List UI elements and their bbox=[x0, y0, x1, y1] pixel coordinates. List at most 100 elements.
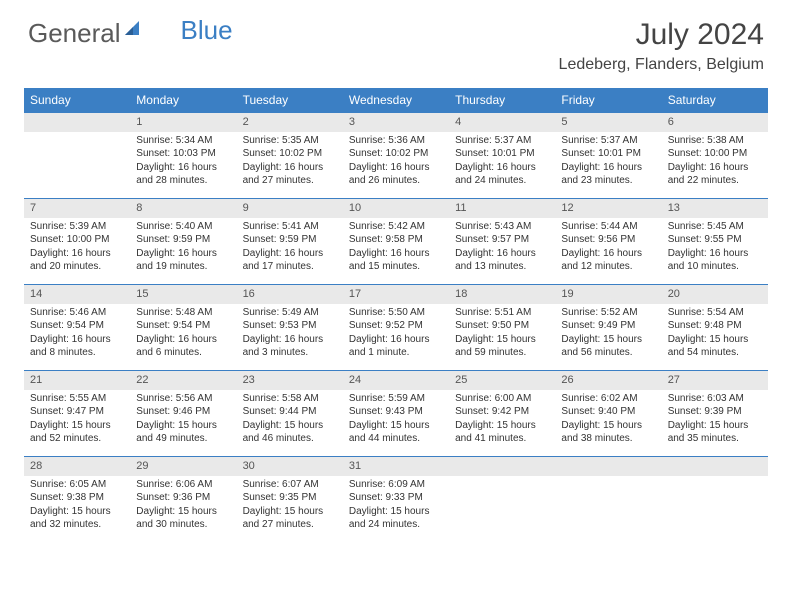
sunrise-text: Sunrise: 6:07 AM bbox=[243, 478, 337, 492]
week-row: 14Sunrise: 5:46 AMSunset: 9:54 PMDayligh… bbox=[24, 284, 768, 370]
day-number: 26 bbox=[555, 370, 661, 390]
daylight-text: Daylight: 15 hours and 49 minutes. bbox=[136, 419, 230, 446]
daylight-text: Daylight: 16 hours and 17 minutes. bbox=[243, 247, 337, 274]
day-details: Sunrise: 5:58 AMSunset: 9:44 PMDaylight:… bbox=[237, 390, 343, 450]
sunrise-text: Sunrise: 5:41 AM bbox=[243, 220, 337, 234]
day-cell: 8Sunrise: 5:40 AMSunset: 9:59 PMDaylight… bbox=[130, 198, 236, 284]
daylight-text: Daylight: 16 hours and 28 minutes. bbox=[136, 161, 230, 188]
day-cell: 25Sunrise: 6:00 AMSunset: 9:42 PMDayligh… bbox=[449, 370, 555, 456]
day-number bbox=[449, 456, 555, 476]
daylight-text: Daylight: 16 hours and 3 minutes. bbox=[243, 333, 337, 360]
day-details: Sunrise: 5:52 AMSunset: 9:49 PMDaylight:… bbox=[555, 304, 661, 364]
daylight-text: Daylight: 15 hours and 30 minutes. bbox=[136, 505, 230, 532]
day-number: 25 bbox=[449, 370, 555, 390]
sunset-text: Sunset: 10:02 PM bbox=[243, 147, 337, 161]
daylight-text: Daylight: 15 hours and 46 minutes. bbox=[243, 419, 337, 446]
sunset-text: Sunset: 9:56 PM bbox=[561, 233, 655, 247]
day-details: Sunrise: 5:37 AMSunset: 10:01 PMDaylight… bbox=[449, 132, 555, 192]
daylight-text: Daylight: 16 hours and 15 minutes. bbox=[349, 247, 443, 274]
day-cell: 28Sunrise: 6:05 AMSunset: 9:38 PMDayligh… bbox=[24, 456, 130, 542]
day-header: Monday bbox=[130, 88, 236, 112]
sunrise-text: Sunrise: 5:37 AM bbox=[561, 134, 655, 148]
day-details: Sunrise: 5:54 AMSunset: 9:48 PMDaylight:… bbox=[662, 304, 768, 364]
day-cell bbox=[449, 456, 555, 542]
day-details: Sunrise: 5:55 AMSunset: 9:47 PMDaylight:… bbox=[24, 390, 130, 450]
day-cell: 9Sunrise: 5:41 AMSunset: 9:59 PMDaylight… bbox=[237, 198, 343, 284]
day-details: Sunrise: 5:43 AMSunset: 9:57 PMDaylight:… bbox=[449, 218, 555, 278]
sunset-text: Sunset: 9:44 PM bbox=[243, 405, 337, 419]
day-cell: 27Sunrise: 6:03 AMSunset: 9:39 PMDayligh… bbox=[662, 370, 768, 456]
sunset-text: Sunset: 10:02 PM bbox=[349, 147, 443, 161]
day-number: 13 bbox=[662, 198, 768, 218]
day-number: 24 bbox=[343, 370, 449, 390]
day-cell: 13Sunrise: 5:45 AMSunset: 9:55 PMDayligh… bbox=[662, 198, 768, 284]
sunset-text: Sunset: 9:48 PM bbox=[668, 319, 762, 333]
day-number bbox=[24, 112, 130, 132]
page-header: General Blue July 2024 Ledeberg, Flander… bbox=[0, 0, 792, 82]
day-details: Sunrise: 5:40 AMSunset: 9:59 PMDaylight:… bbox=[130, 218, 236, 278]
sunrise-text: Sunrise: 5:43 AM bbox=[455, 220, 549, 234]
daylight-text: Daylight: 15 hours and 35 minutes. bbox=[668, 419, 762, 446]
day-number: 8 bbox=[130, 198, 236, 218]
day-cell: 29Sunrise: 6:06 AMSunset: 9:36 PMDayligh… bbox=[130, 456, 236, 542]
day-details: Sunrise: 5:35 AMSunset: 10:02 PMDaylight… bbox=[237, 132, 343, 192]
week-row: 1Sunrise: 5:34 AMSunset: 10:03 PMDayligh… bbox=[24, 112, 768, 198]
sunset-text: Sunset: 9:53 PM bbox=[243, 319, 337, 333]
day-number: 17 bbox=[343, 284, 449, 304]
day-cell: 21Sunrise: 5:55 AMSunset: 9:47 PMDayligh… bbox=[24, 370, 130, 456]
sunset-text: Sunset: 9:33 PM bbox=[349, 491, 443, 505]
day-details: Sunrise: 5:49 AMSunset: 9:53 PMDaylight:… bbox=[237, 304, 343, 364]
calendar-head: SundayMondayTuesdayWednesdayThursdayFrid… bbox=[24, 88, 768, 112]
title-block: July 2024 Ledeberg, Flanders, Belgium bbox=[559, 18, 764, 74]
day-number: 10 bbox=[343, 198, 449, 218]
day-details: Sunrise: 5:44 AMSunset: 9:56 PMDaylight:… bbox=[555, 218, 661, 278]
day-details: Sunrise: 5:46 AMSunset: 9:54 PMDaylight:… bbox=[24, 304, 130, 364]
day-details: Sunrise: 5:45 AMSunset: 9:55 PMDaylight:… bbox=[662, 218, 768, 278]
sunset-text: Sunset: 9:35 PM bbox=[243, 491, 337, 505]
day-cell bbox=[555, 456, 661, 542]
day-details: Sunrise: 5:50 AMSunset: 9:52 PMDaylight:… bbox=[343, 304, 449, 364]
week-row: 28Sunrise: 6:05 AMSunset: 9:38 PMDayligh… bbox=[24, 456, 768, 542]
brand-logo: General Blue bbox=[28, 18, 233, 49]
day-number bbox=[555, 456, 661, 476]
day-details: Sunrise: 5:37 AMSunset: 10:01 PMDaylight… bbox=[555, 132, 661, 192]
day-number: 18 bbox=[449, 284, 555, 304]
day-header-row: SundayMondayTuesdayWednesdayThursdayFrid… bbox=[24, 88, 768, 112]
daylight-text: Daylight: 16 hours and 1 minute. bbox=[349, 333, 443, 360]
sunset-text: Sunset: 9:47 PM bbox=[30, 405, 124, 419]
location-text: Ledeberg, Flanders, Belgium bbox=[559, 56, 764, 74]
day-header: Thursday bbox=[449, 88, 555, 112]
day-number: 5 bbox=[555, 112, 661, 132]
sunrise-text: Sunrise: 5:46 AM bbox=[30, 306, 124, 320]
daylight-text: Daylight: 15 hours and 24 minutes. bbox=[349, 505, 443, 532]
day-cell: 30Sunrise: 6:07 AMSunset: 9:35 PMDayligh… bbox=[237, 456, 343, 542]
day-number: 12 bbox=[555, 198, 661, 218]
sunset-text: Sunset: 9:49 PM bbox=[561, 319, 655, 333]
day-header: Friday bbox=[555, 88, 661, 112]
sunset-text: Sunset: 9:52 PM bbox=[349, 319, 443, 333]
daylight-text: Daylight: 16 hours and 20 minutes. bbox=[30, 247, 124, 274]
sunrise-text: Sunrise: 5:59 AM bbox=[349, 392, 443, 406]
day-header: Wednesday bbox=[343, 88, 449, 112]
daylight-text: Daylight: 15 hours and 56 minutes. bbox=[561, 333, 655, 360]
day-number: 4 bbox=[449, 112, 555, 132]
sail-icon bbox=[123, 15, 143, 46]
day-details: Sunrise: 6:09 AMSunset: 9:33 PMDaylight:… bbox=[343, 476, 449, 536]
day-details bbox=[449, 476, 555, 482]
month-title: July 2024 bbox=[559, 18, 764, 52]
daylight-text: Daylight: 16 hours and 10 minutes. bbox=[668, 247, 762, 274]
day-cell: 10Sunrise: 5:42 AMSunset: 9:58 PMDayligh… bbox=[343, 198, 449, 284]
day-details: Sunrise: 6:00 AMSunset: 9:42 PMDaylight:… bbox=[449, 390, 555, 450]
daylight-text: Daylight: 16 hours and 12 minutes. bbox=[561, 247, 655, 274]
day-number: 20 bbox=[662, 284, 768, 304]
sunrise-text: Sunrise: 6:05 AM bbox=[30, 478, 124, 492]
sunset-text: Sunset: 9:59 PM bbox=[136, 233, 230, 247]
day-number: 11 bbox=[449, 198, 555, 218]
day-cell: 7Sunrise: 5:39 AMSunset: 10:00 PMDayligh… bbox=[24, 198, 130, 284]
sunset-text: Sunset: 9:38 PM bbox=[30, 491, 124, 505]
sunrise-text: Sunrise: 5:38 AM bbox=[668, 134, 762, 148]
daylight-text: Daylight: 15 hours and 54 minutes. bbox=[668, 333, 762, 360]
week-row: 21Sunrise: 5:55 AMSunset: 9:47 PMDayligh… bbox=[24, 370, 768, 456]
day-details: Sunrise: 5:48 AMSunset: 9:54 PMDaylight:… bbox=[130, 304, 236, 364]
day-cell: 23Sunrise: 5:58 AMSunset: 9:44 PMDayligh… bbox=[237, 370, 343, 456]
